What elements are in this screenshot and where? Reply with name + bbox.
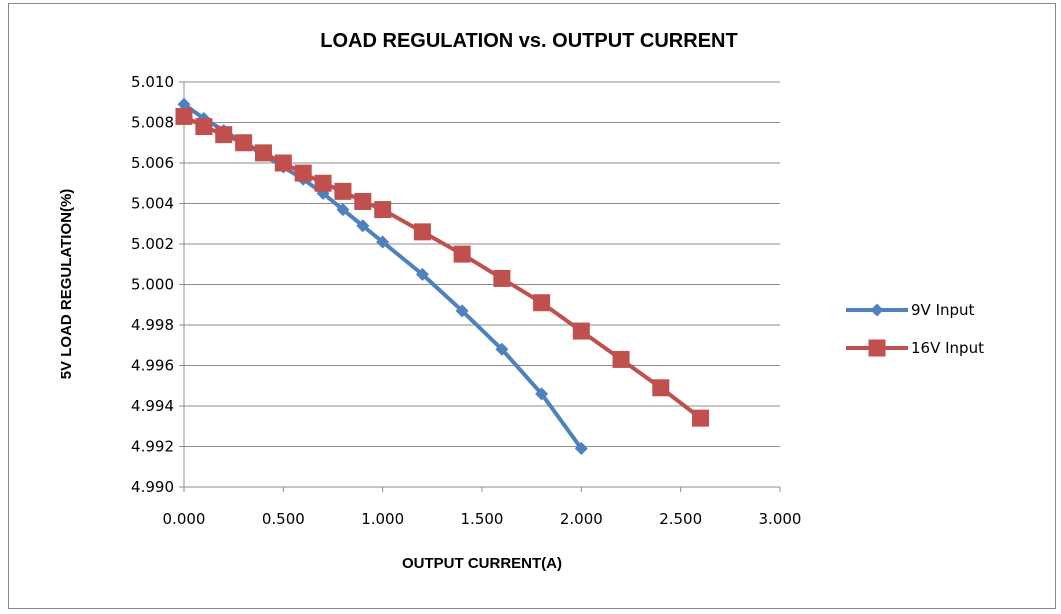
legend-swatch-marker bbox=[870, 303, 884, 317]
legend-swatch-marker bbox=[868, 339, 886, 357]
legend: 9V Input 16V Input bbox=[846, 301, 984, 357]
data-point bbox=[215, 126, 233, 144]
data-point bbox=[314, 174, 332, 192]
data-point bbox=[652, 379, 670, 397]
legend-item-9v-input: 9V Input bbox=[846, 301, 975, 319]
data-point bbox=[356, 219, 370, 233]
grid-lines bbox=[184, 81, 780, 447]
series-line bbox=[183, 114, 702, 420]
series-layer bbox=[175, 97, 710, 456]
data-point bbox=[495, 342, 509, 356]
data-point bbox=[294, 164, 312, 182]
data-point bbox=[254, 144, 272, 162]
data-point bbox=[533, 294, 551, 312]
y-tick-labels: 5.010 5.008 5.006 5.004 5.002 5.000 4.998 4.996… bbox=[131, 73, 174, 496]
data-point bbox=[413, 223, 431, 241]
y-tick-label: 4.990 bbox=[131, 478, 174, 496]
legend-label: 16V Input bbox=[911, 339, 984, 357]
y-tick-label: 5.002 bbox=[131, 235, 174, 253]
data-point bbox=[574, 442, 588, 456]
data-point bbox=[336, 203, 350, 217]
y-tick-label: 4.996 bbox=[131, 357, 174, 375]
x-tick-label: 3.000 bbox=[759, 510, 802, 528]
data-point bbox=[572, 322, 590, 340]
legend-label: 9V Input bbox=[911, 301, 975, 319]
data-point bbox=[455, 304, 469, 318]
y-tick-label: 5.004 bbox=[131, 195, 174, 213]
y-tick-label: 5.010 bbox=[131, 73, 174, 91]
data-point bbox=[493, 269, 511, 287]
axes bbox=[179, 81, 781, 492]
x-tick-labels: 0.000 0.500 1.000 1.500 2.000 2.500 3.000 bbox=[163, 510, 802, 528]
series-9v-input bbox=[177, 97, 588, 456]
data-point bbox=[334, 182, 352, 200]
x-tick-label: 2.500 bbox=[659, 510, 702, 528]
x-tick-label: 2.000 bbox=[560, 510, 603, 528]
x-tick-label: 0.500 bbox=[262, 510, 305, 528]
y-tick-label: 4.994 bbox=[131, 397, 174, 415]
data-point bbox=[535, 387, 549, 401]
y-tick-label: 5.008 bbox=[131, 114, 174, 132]
y-tick-label: 5.006 bbox=[131, 154, 174, 172]
data-point bbox=[612, 350, 630, 368]
data-point bbox=[274, 154, 292, 172]
data-point bbox=[692, 409, 710, 427]
y-tick-label: 5.000 bbox=[131, 276, 174, 294]
data-point bbox=[177, 97, 191, 111]
data-point bbox=[235, 134, 253, 152]
y-axis-title: 5V LOAD REGULATION(%) bbox=[58, 189, 75, 380]
data-point bbox=[354, 192, 372, 210]
series-16v-input bbox=[175, 107, 710, 427]
data-point bbox=[195, 118, 213, 136]
series-line bbox=[182, 102, 583, 450]
data-point bbox=[376, 235, 390, 249]
data-point bbox=[453, 245, 471, 263]
x-tick-label: 1.000 bbox=[361, 510, 404, 528]
y-tick-label: 4.992 bbox=[131, 438, 174, 456]
chart-title: LOAD REGULATION vs. OUTPUT CURRENT bbox=[320, 30, 737, 52]
data-point bbox=[415, 267, 429, 281]
x-axis-title: OUTPUT CURRENT(A) bbox=[402, 555, 562, 572]
legend-item-16v-input: 16V Input bbox=[846, 339, 984, 357]
x-tick-label: 1.500 bbox=[461, 510, 504, 528]
data-point bbox=[374, 201, 392, 219]
x-tick-label: 0.000 bbox=[163, 510, 206, 528]
data-point bbox=[175, 107, 193, 125]
y-tick-label: 4.998 bbox=[131, 316, 174, 334]
